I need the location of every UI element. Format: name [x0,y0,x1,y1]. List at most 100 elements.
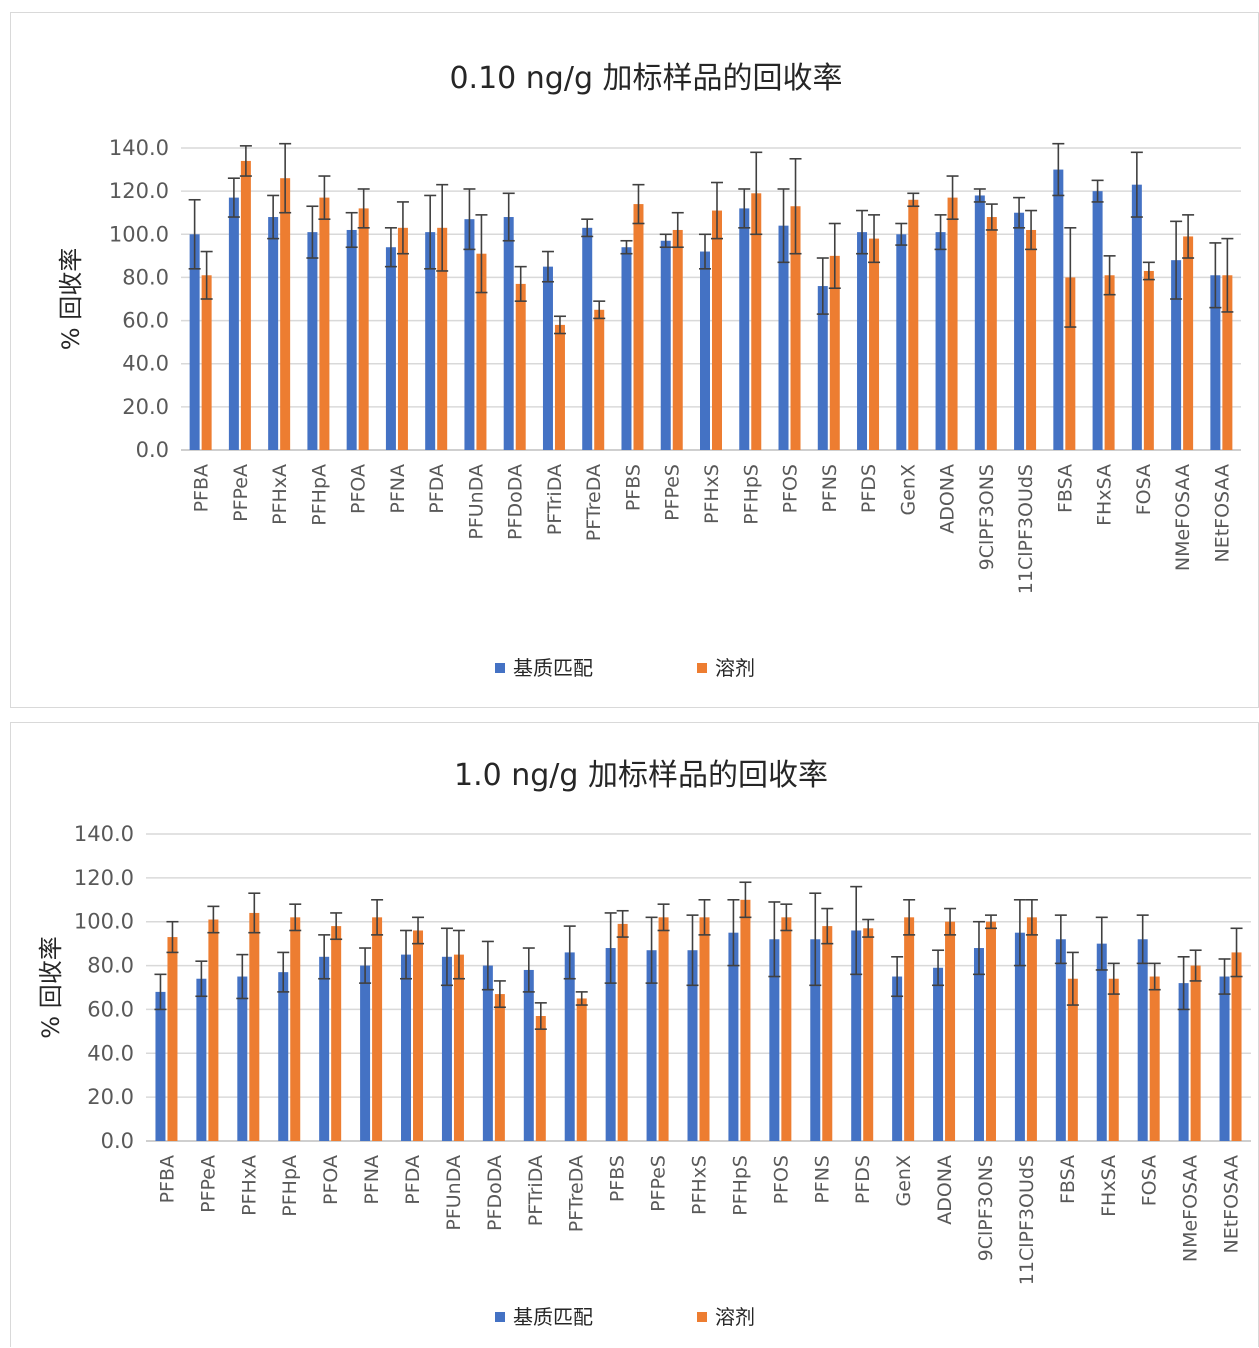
matrix-bar [1096,943,1107,1141]
solvent-bar [167,937,178,1141]
solvent-bar [863,928,874,1141]
matrix-bar [1092,191,1103,450]
x-category-label: GenX [897,464,919,515]
x-category-label: 11ClPF3OUdS [1016,1155,1038,1285]
y-tick-label: 20.0 [87,1085,134,1109]
y-tick-label: 80.0 [87,954,134,978]
solvent-bar [576,998,587,1141]
chart-title: 1.0 ng/g 加标样品的回收率 [454,758,828,793]
matrix-bar [974,195,985,450]
x-category-label: PFHxS [701,464,723,524]
matrix-bar [739,208,750,450]
solvent-bar [437,227,448,450]
matrix-bar [441,956,452,1141]
solvent-bar [397,227,408,450]
x-category-label: PFPeS [648,1155,670,1212]
solvent-bar [372,917,383,1141]
matrix-bar [687,950,698,1141]
legend-matrix-swatch [495,663,505,673]
legend-solvent-swatch [697,1312,707,1322]
solvent-bar [1065,277,1076,450]
matrix-bar [896,234,907,450]
solvent-bar [986,217,997,450]
matrix-bar [605,948,616,1141]
matrix-bar [769,939,780,1141]
matrix-bar [319,956,330,1141]
matrix-bar [728,932,739,1141]
solvent-bar [1108,978,1119,1141]
matrix-bar [360,965,371,1141]
matrix-bar [1055,939,1066,1141]
matrix-bar [346,229,357,450]
chart-panel-bottom: 1.0 ng/g 加标样品的回收率 0.0 20.0 40.0 60.0 80.0 100.… [10,722,1259,1347]
y-tick-label: 40.0 [122,352,169,376]
x-category-label: 11ClPF3OUdS [1015,464,1037,594]
x-category-label: PFNA [387,464,409,514]
x-category-label: PFUnDA [465,464,487,540]
x-category-label: 9ClPF3ONS [975,1155,997,1261]
matrix-bar [1137,939,1148,1141]
x-category-label: ADONA [937,464,959,534]
x-category-label: PFPeA [197,1155,219,1213]
matrix-bar [1131,184,1142,450]
legend-matrix-label: 基质匹配 [513,656,593,680]
solvent-bar [240,160,251,450]
solvent-bar [947,197,958,450]
matrix-bar [482,965,493,1141]
x-category-label: PFOA [320,1155,342,1205]
solvent-bar [751,193,762,451]
x-category-label: PFTreDA [566,1155,588,1232]
x-category-label: PFHpA [308,464,330,526]
legend-matrix-swatch [495,1312,505,1322]
x-category-label: PFNS [811,1155,833,1204]
x-category-label: PFTreDA [583,464,605,541]
x-category-label: FBSA [1054,464,1076,513]
matrix-bar [542,266,553,450]
y-tick-label: 120.0 [109,179,169,203]
y-axis-label: % 回收率 [37,936,65,1038]
solvent-bar [945,921,956,1141]
x-category-label: FBSA [1057,1155,1079,1204]
x-category-label: FHxSA [1098,1155,1120,1217]
solvent-bar [453,954,464,1141]
y-tick-label: 60.0 [87,997,134,1021]
matrix-bar [660,240,671,450]
matrix-bar [851,930,862,1141]
x-category-label: PFHpS [729,1155,751,1216]
matrix-bar [778,225,789,450]
matrix-bar [817,286,828,450]
solvent-bar [822,926,833,1141]
solvent-bar [594,309,605,450]
matrix-bar [401,954,412,1141]
matrix-bar [307,232,318,450]
y-tick-label: 0.0 [136,438,169,462]
x-category-label: NMeFOSAA [1180,1155,1202,1262]
x-category-label: PFNA [361,1155,383,1205]
y-tick-label: 100.0 [109,222,169,246]
solvent-bar [476,253,487,450]
solvent-bar [1143,270,1154,450]
chart-panel-top: 0.10 ng/g 加标样品的回收率 0.0 20.0 40.0 60.0 80.0 100… [10,12,1259,708]
matrix-bar [503,217,514,450]
solvent-bar [740,899,751,1141]
solvent-bar [781,917,792,1141]
x-category-label: FOSA [1133,464,1155,515]
legend-solvent-label: 溶剂 [715,1305,755,1329]
x-category-label: PFBA [156,1155,178,1203]
solvent-bar [658,917,669,1141]
legend-solvent-swatch [697,663,707,673]
matrix-bar [582,227,593,450]
x-category-label: PFDS [858,464,880,513]
x-category-label: GenX [893,1155,915,1206]
matrix-bar [700,251,710,450]
solvent-bar [319,197,330,450]
y-tick-label: 20.0 [122,395,169,419]
solvent-bar [358,208,369,450]
solvent-bar [1026,229,1037,450]
matrix-bar [464,219,475,450]
solvent-bar [699,917,710,1141]
x-category-label: 9ClPF3ONS [976,464,998,570]
solvent-bar [904,917,915,1141]
y-tick-label: 80.0 [122,265,169,289]
solvent-bar [790,206,801,450]
